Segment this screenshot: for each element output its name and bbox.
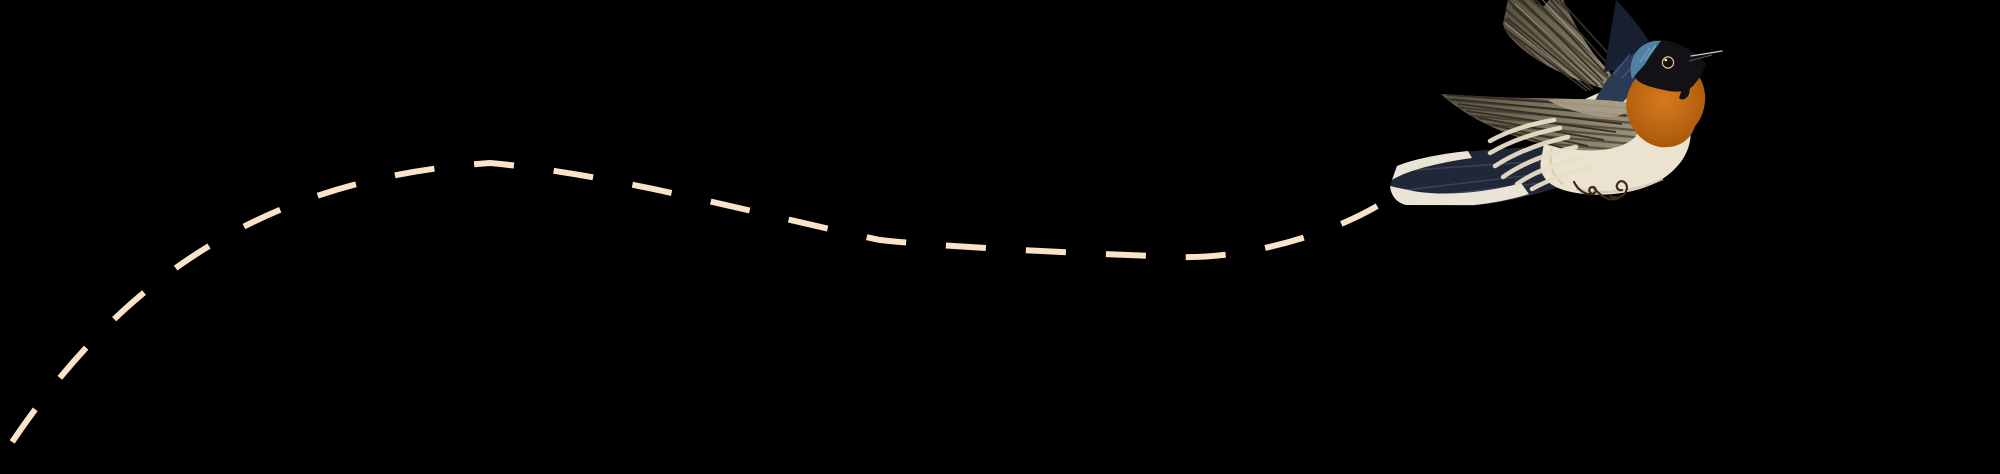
bird-head bbox=[1630, 39, 1724, 100]
bird-feet bbox=[1572, 180, 1629, 201]
bird-foot-right bbox=[1592, 180, 1629, 201]
bird-far-wing bbox=[1503, 0, 1632, 96]
bird-tail-white-edge-bottom bbox=[1390, 183, 1529, 205]
bird-chin-strap bbox=[1679, 60, 1691, 100]
swallow-bird bbox=[1390, 0, 1724, 206]
bird-eye bbox=[1661, 56, 1675, 69]
bird-beak bbox=[1688, 50, 1724, 62]
flight-path bbox=[0, 159, 1392, 467]
bird-covert-feathers bbox=[1487, 117, 1593, 192]
bird-tail-white-edge-top bbox=[1392, 151, 1472, 180]
